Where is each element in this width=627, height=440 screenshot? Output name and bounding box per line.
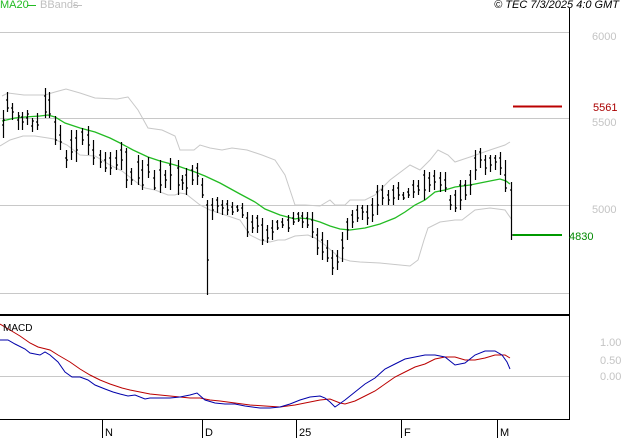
x-tick-dec: D [205, 427, 213, 439]
macd-tick-0.5: 0.50 [600, 355, 622, 367]
bband-upper [1, 88, 511, 207]
legend-ma20: MA20 [0, 0, 29, 11]
signal-line [0, 323, 511, 408]
macd-tick-0: 0.00 [600, 371, 622, 383]
macd-line [0, 339, 511, 409]
ohlc-bars [2, 88, 513, 295]
x-tick-feb: F [404, 427, 411, 439]
bband-lower [0, 135, 513, 267]
macd-title: MACD [3, 323, 33, 334]
y-tick-5500: 5500 [592, 117, 617, 129]
legend-ma20-swatch [27, 5, 36, 6]
resistance-label: 5561 [593, 102, 618, 114]
y-tick-6000: 6000 [592, 31, 617, 43]
legend-bbands: BBands [40, 0, 79, 11]
support-label: 4830 [569, 231, 594, 243]
macd-tick-1: 1.00 [600, 337, 622, 349]
x-tick-2025: 25 [299, 427, 312, 439]
x-ticks [102, 420, 498, 438]
y-tick-5000: 5000 [592, 204, 617, 216]
price-grid [0, 32, 569, 294]
ma20-line [1, 114, 511, 231]
copyright-timestamp: © TEC 7/3/2025 4:0 GMT [494, 0, 619, 11]
x-tick-mar: M [500, 427, 510, 439]
x-tick-nov: N [105, 427, 113, 439]
legend-bbands-swatch [73, 5, 82, 6]
